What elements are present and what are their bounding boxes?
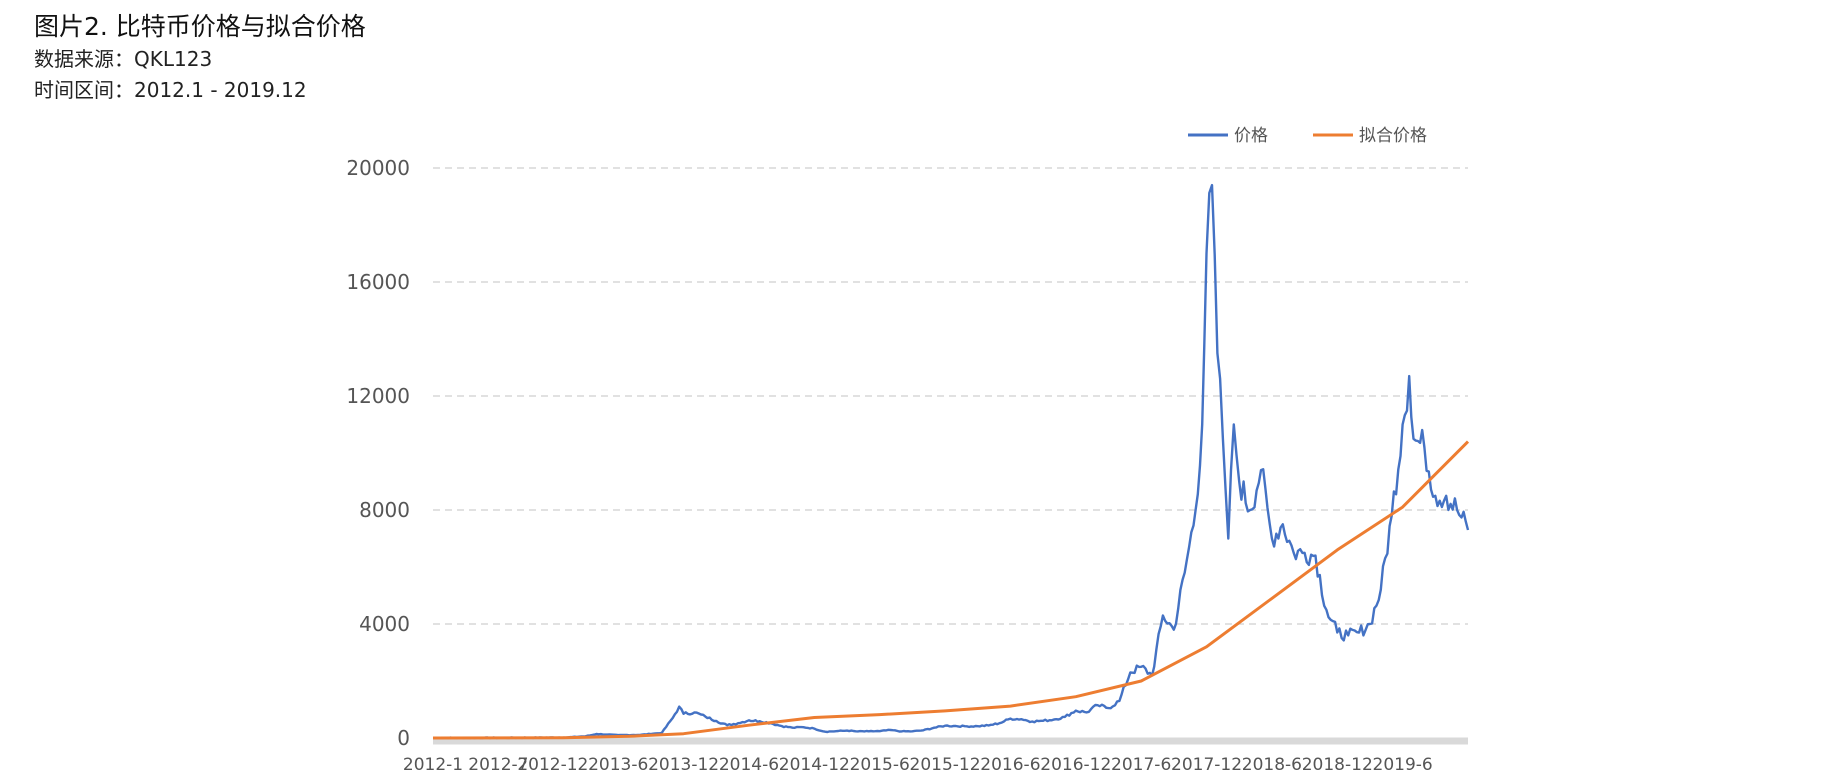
x-tick-label: 2014-6: [719, 755, 779, 775]
x-tick-label: 2019-6: [1373, 755, 1433, 775]
x-tick-label: 2014-12: [779, 755, 850, 775]
series-line-fitted-price: [432, 440, 1470, 740]
x-tick-label: 2015-6: [850, 755, 910, 775]
x-tick-label: 2018-6: [1242, 755, 1302, 775]
data-source: 数据来源：QKL123: [34, 47, 213, 71]
x-tick-label: 2013-6: [588, 755, 648, 775]
x-tick-label: 2016-12: [1040, 755, 1111, 775]
y-tick-label: 12000: [346, 384, 410, 408]
y-tick-label: 20000: [346, 156, 410, 180]
y-axis: 0 4000 8000 12000 16000 20000: [346, 156, 410, 750]
legend-label: 价格: [1234, 126, 1268, 146]
x-tick-label: 2012-7: [468, 755, 528, 775]
y-tick-label: 4000: [359, 612, 410, 636]
x-tick-label: 2017-6: [1111, 755, 1171, 775]
series-lines: [432, 183, 1470, 740]
x-tick-label: 2012-1: [403, 755, 463, 775]
legend: 价格 拟合价格: [1188, 126, 1427, 146]
y-tick-label: 8000: [359, 498, 410, 522]
chart-title: 图片2. 比特币价格与拟合价格: [34, 12, 366, 41]
chart-header: 图片2. 比特币价格与拟合价格 数据来源：QKL123 时间区间：2012.1 …: [34, 10, 366, 106]
x-tick-label: 2017-12: [1171, 755, 1242, 775]
x-tick-label: 2018-12: [1302, 755, 1373, 775]
time-range: 时间区间：2012.1 - 2019.12: [34, 78, 307, 102]
y-tick-label: 0: [397, 726, 410, 750]
x-tick-label: 2015-12: [910, 755, 981, 775]
legend-label: 拟合价格: [1359, 126, 1427, 146]
x-tick-label: 2012-12: [517, 755, 588, 775]
y-tick-label: 16000: [346, 270, 410, 294]
series-line-price: [433, 183, 1470, 740]
x-tick-label: 2016-6: [980, 755, 1040, 775]
x-tick-label: 2013-12: [648, 755, 719, 775]
gridlines: [433, 167, 1468, 625]
